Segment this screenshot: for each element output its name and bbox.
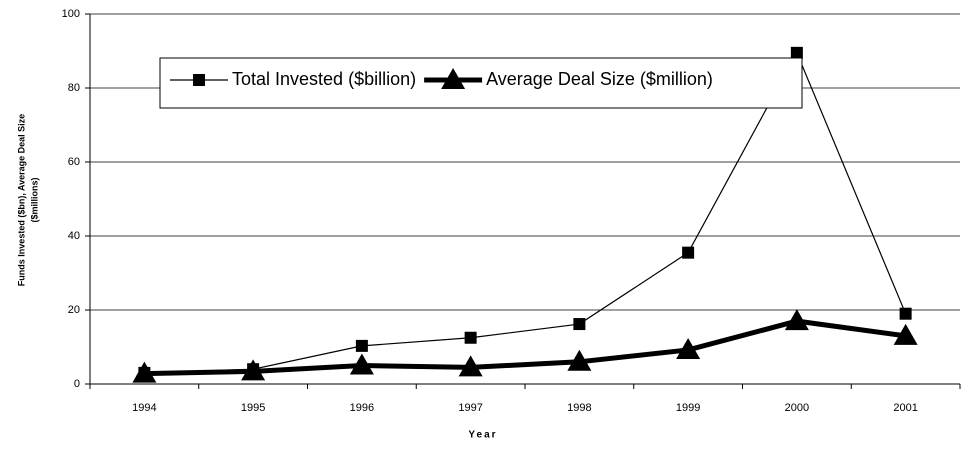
- point: [132, 361, 157, 383]
- point: [355, 339, 368, 352]
- legend-label: Average Deal Size ($million): [486, 69, 713, 89]
- point: [784, 309, 809, 331]
- y-tick-label: 40: [68, 230, 80, 242]
- x-tick-label: 2000: [785, 402, 809, 414]
- point: [893, 323, 918, 345]
- point: [682, 246, 695, 259]
- x-tick-label: 1995: [241, 402, 265, 414]
- y-tick-label: 20: [68, 304, 80, 316]
- y-tick-label: 60: [68, 156, 80, 168]
- legend: Total Invested ($billion) Average Deal Si…: [159, 57, 803, 109]
- y-axis-title: Funds Invested ($bn), Average Deal Size: [16, 114, 26, 286]
- legend-box: [159, 57, 803, 109]
- x-tick-label: 2001: [893, 402, 917, 414]
- point: [567, 349, 592, 371]
- point: [241, 359, 266, 381]
- x-axis-title: Year: [468, 430, 497, 441]
- point: [464, 331, 477, 344]
- point: [441, 68, 466, 89]
- point: [193, 74, 205, 86]
- point: [349, 353, 374, 375]
- point: [899, 307, 912, 320]
- point: [676, 337, 701, 359]
- series-line: [144, 318, 906, 377]
- y-tick-label: 80: [68, 82, 80, 94]
- x-tick-label: 1999: [676, 402, 700, 414]
- x-tick-label: 1997: [458, 402, 482, 414]
- point: [573, 318, 586, 331]
- x-tick-label: 1998: [567, 402, 591, 414]
- legend-label: Total Invested ($billion): [232, 69, 416, 89]
- y-tick-label: 0: [74, 378, 80, 390]
- point: [790, 46, 803, 59]
- y-axis-title: ($millions): [29, 177, 39, 222]
- x-tick-label: 1994: [132, 402, 156, 414]
- x-tick-label: 1996: [350, 402, 374, 414]
- point: [458, 355, 483, 377]
- y-tick-label: 100: [62, 8, 80, 20]
